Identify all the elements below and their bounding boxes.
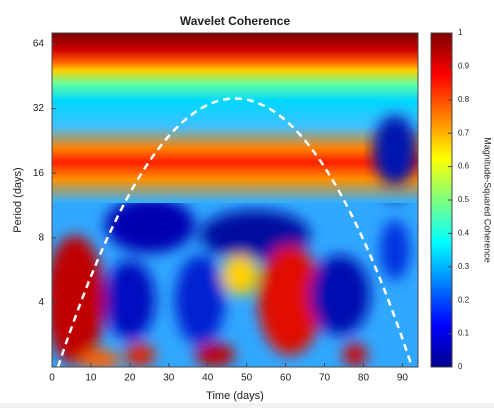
colorbar-tick-label: 0.6	[458, 162, 470, 171]
colorbar-tick-label: 0.9	[458, 62, 470, 71]
heatmap-texture	[52, 120, 418, 367]
x-axis-label: Time (days)	[206, 390, 264, 402]
colorbar-label: Magnitude-Squared Coherence	[483, 137, 493, 263]
x-tick-label: 10	[85, 373, 97, 384]
chart-title: Wavelet Coherence	[180, 14, 291, 28]
colorbar-tick-label: 0.4	[458, 229, 470, 238]
x-tick-label: 60	[280, 373, 292, 384]
y-axis-label: Period (days)	[12, 167, 24, 232]
y-tick-label: 16	[33, 168, 45, 179]
x-tick-label: 50	[241, 373, 253, 384]
colorbar-tick-label: 0.2	[458, 295, 470, 304]
x-tick-label: 70	[319, 373, 331, 384]
y-tick-label: 64	[33, 39, 45, 50]
colorbar-tick-label: 1	[458, 28, 463, 37]
heatmap	[52, 33, 418, 367]
colorbar-tick-label: 0.8	[458, 95, 470, 104]
heatmap-texture	[373, 115, 417, 185]
colorbar-tick-label: 0.5	[458, 195, 470, 204]
colorbar-tick-label: 0.1	[458, 329, 470, 338]
x-tick-label: 90	[397, 373, 409, 384]
x-tick-label: 80	[358, 373, 370, 384]
x-tick-label: 40	[202, 373, 214, 384]
y-tick-label: 4	[38, 297, 44, 308]
colorbar-tick-label: 0.7	[458, 128, 470, 137]
heatmap-texture	[52, 33, 418, 203]
y-tick-label: 32	[33, 103, 45, 114]
colorbar-tick-label: 0	[458, 362, 463, 371]
plot-frame	[51, 32, 419, 368]
y-tick-label: 8	[38, 232, 44, 243]
x-tick-label: 30	[163, 373, 175, 384]
x-tick-label: 0	[49, 373, 55, 384]
x-tick-label: 20	[124, 373, 136, 384]
cone-of-influence	[56, 97, 414, 367]
colorbar-tick-label: 0.3	[458, 262, 470, 271]
